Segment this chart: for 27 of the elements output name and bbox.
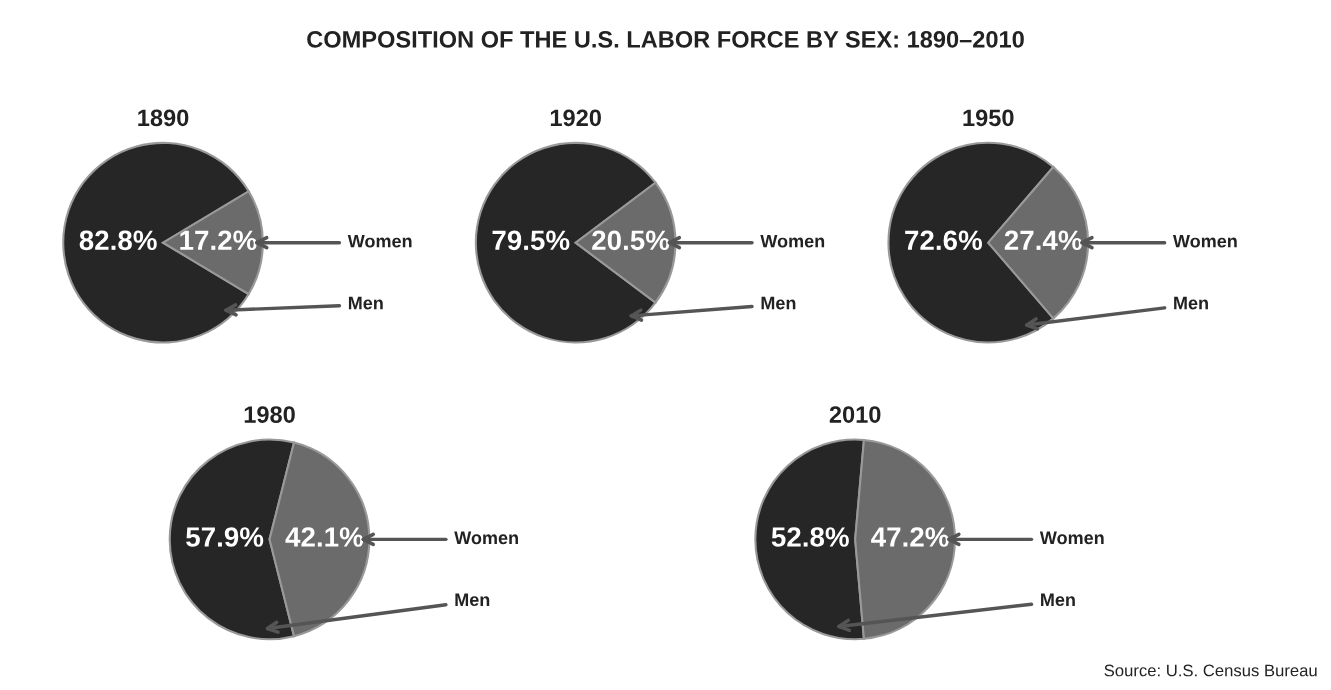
- data-label: 17.2%: [180, 230, 257, 251]
- slice-label: Men: [455, 593, 490, 607]
- slice-label: Women: [347, 234, 412, 248]
- slice-label: Men: [1174, 296, 1208, 310]
- slice-label: Men: [1041, 593, 1075, 607]
- chart-title: 1980: [244, 406, 295, 423]
- data-label: 79.5%: [492, 230, 570, 251]
- data-label: 52.8%: [771, 527, 849, 547]
- slice-label: Women: [454, 531, 518, 545]
- text: COMPOSITION OF THE U.S. LABOR FORCE BY SEX: 1890–2010: [307, 31, 1024, 48]
- data-label: 42.1%: [285, 527, 364, 547]
- slice-label: Women: [1172, 234, 1237, 248]
- slice-label: Men: [348, 296, 383, 310]
- source-note: Source: U.S. Census Bureau: [1104, 664, 1317, 677]
- data-label: 20.5%: [592, 230, 670, 251]
- data-label: 72.6%: [905, 230, 982, 251]
- chart-title: 1950: [963, 109, 1014, 127]
- chart-title: 1920: [550, 109, 601, 127]
- data-label: 57.9%: [186, 527, 264, 547]
- slice-label: Men: [761, 296, 796, 310]
- data-label: 47.2%: [871, 527, 949, 547]
- chart-title: 1890: [138, 109, 189, 127]
- slice-label: Women: [1039, 531, 1104, 545]
- data-label: 82.8%: [79, 230, 157, 251]
- slice-label: Women: [760, 234, 825, 248]
- data-label: 27.4%: [1004, 230, 1082, 251]
- chart-title: 2010: [829, 406, 881, 423]
